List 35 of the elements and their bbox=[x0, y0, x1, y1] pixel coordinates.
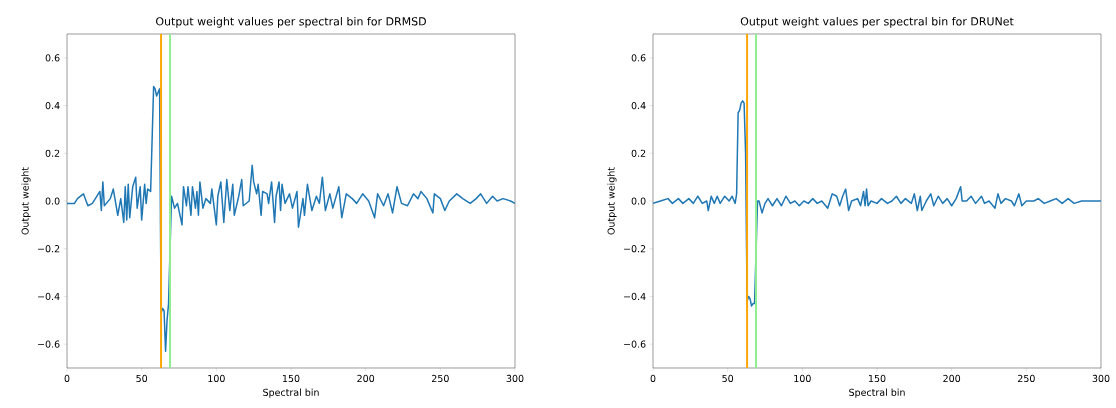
y-tick-label: 0.2 bbox=[45, 149, 60, 157]
x-tick-label: 250 bbox=[1017, 374, 1035, 383]
x-axis-title: Spectral bin bbox=[849, 388, 905, 398]
x-tick-label: 300 bbox=[1092, 374, 1110, 383]
x-tick-label: 100 bbox=[794, 374, 811, 383]
x-tick-label: 150 bbox=[282, 374, 300, 383]
y-axis-title: Output weight bbox=[21, 167, 31, 235]
x-tick-label: 50 bbox=[722, 374, 734, 383]
x-tick-label: 100 bbox=[208, 374, 225, 383]
y-tick-label: −0.4 bbox=[624, 292, 646, 301]
x-tick-label: 300 bbox=[506, 374, 524, 383]
y-tick-label: −0.6 bbox=[624, 340, 646, 348]
y-tick-label: 0.2 bbox=[631, 149, 646, 157]
y-tick-label: 0.4 bbox=[45, 101, 60, 110]
y-tick-label: −0.6 bbox=[38, 340, 60, 348]
y-tick-label: 0.0 bbox=[45, 197, 60, 205]
y-tick-label: −0.2 bbox=[624, 245, 646, 253]
y-tick-label: 0.4 bbox=[631, 101, 646, 110]
y-tick-label: 0.6 bbox=[631, 54, 646, 62]
x-tick-label: 250 bbox=[431, 374, 449, 383]
line-series bbox=[67, 85, 516, 353]
y-tick-label: 0.6 bbox=[45, 54, 60, 62]
y-axis-title: Output weight bbox=[607, 167, 617, 235]
y-tick-label: −0.4 bbox=[38, 292, 60, 301]
y-tick-label: 0.0 bbox=[631, 197, 646, 205]
chart-title: Output weight values per spectral bin for DRUNet bbox=[740, 16, 1014, 28]
y-tick-label: −0.2 bbox=[38, 245, 60, 253]
chart-title: Output weight values per spectral bin for DRMSD bbox=[156, 16, 426, 28]
x-tick-label: 200 bbox=[357, 374, 375, 383]
x-tick-label: 200 bbox=[943, 374, 961, 383]
x-tick-label: 50 bbox=[136, 374, 148, 383]
x-tick-label: 0 bbox=[650, 374, 656, 383]
x-tick-label: 150 bbox=[868, 374, 886, 383]
x-axis-title: Spectral bin bbox=[263, 388, 319, 398]
x-tick-label: 0 bbox=[64, 374, 70, 383]
